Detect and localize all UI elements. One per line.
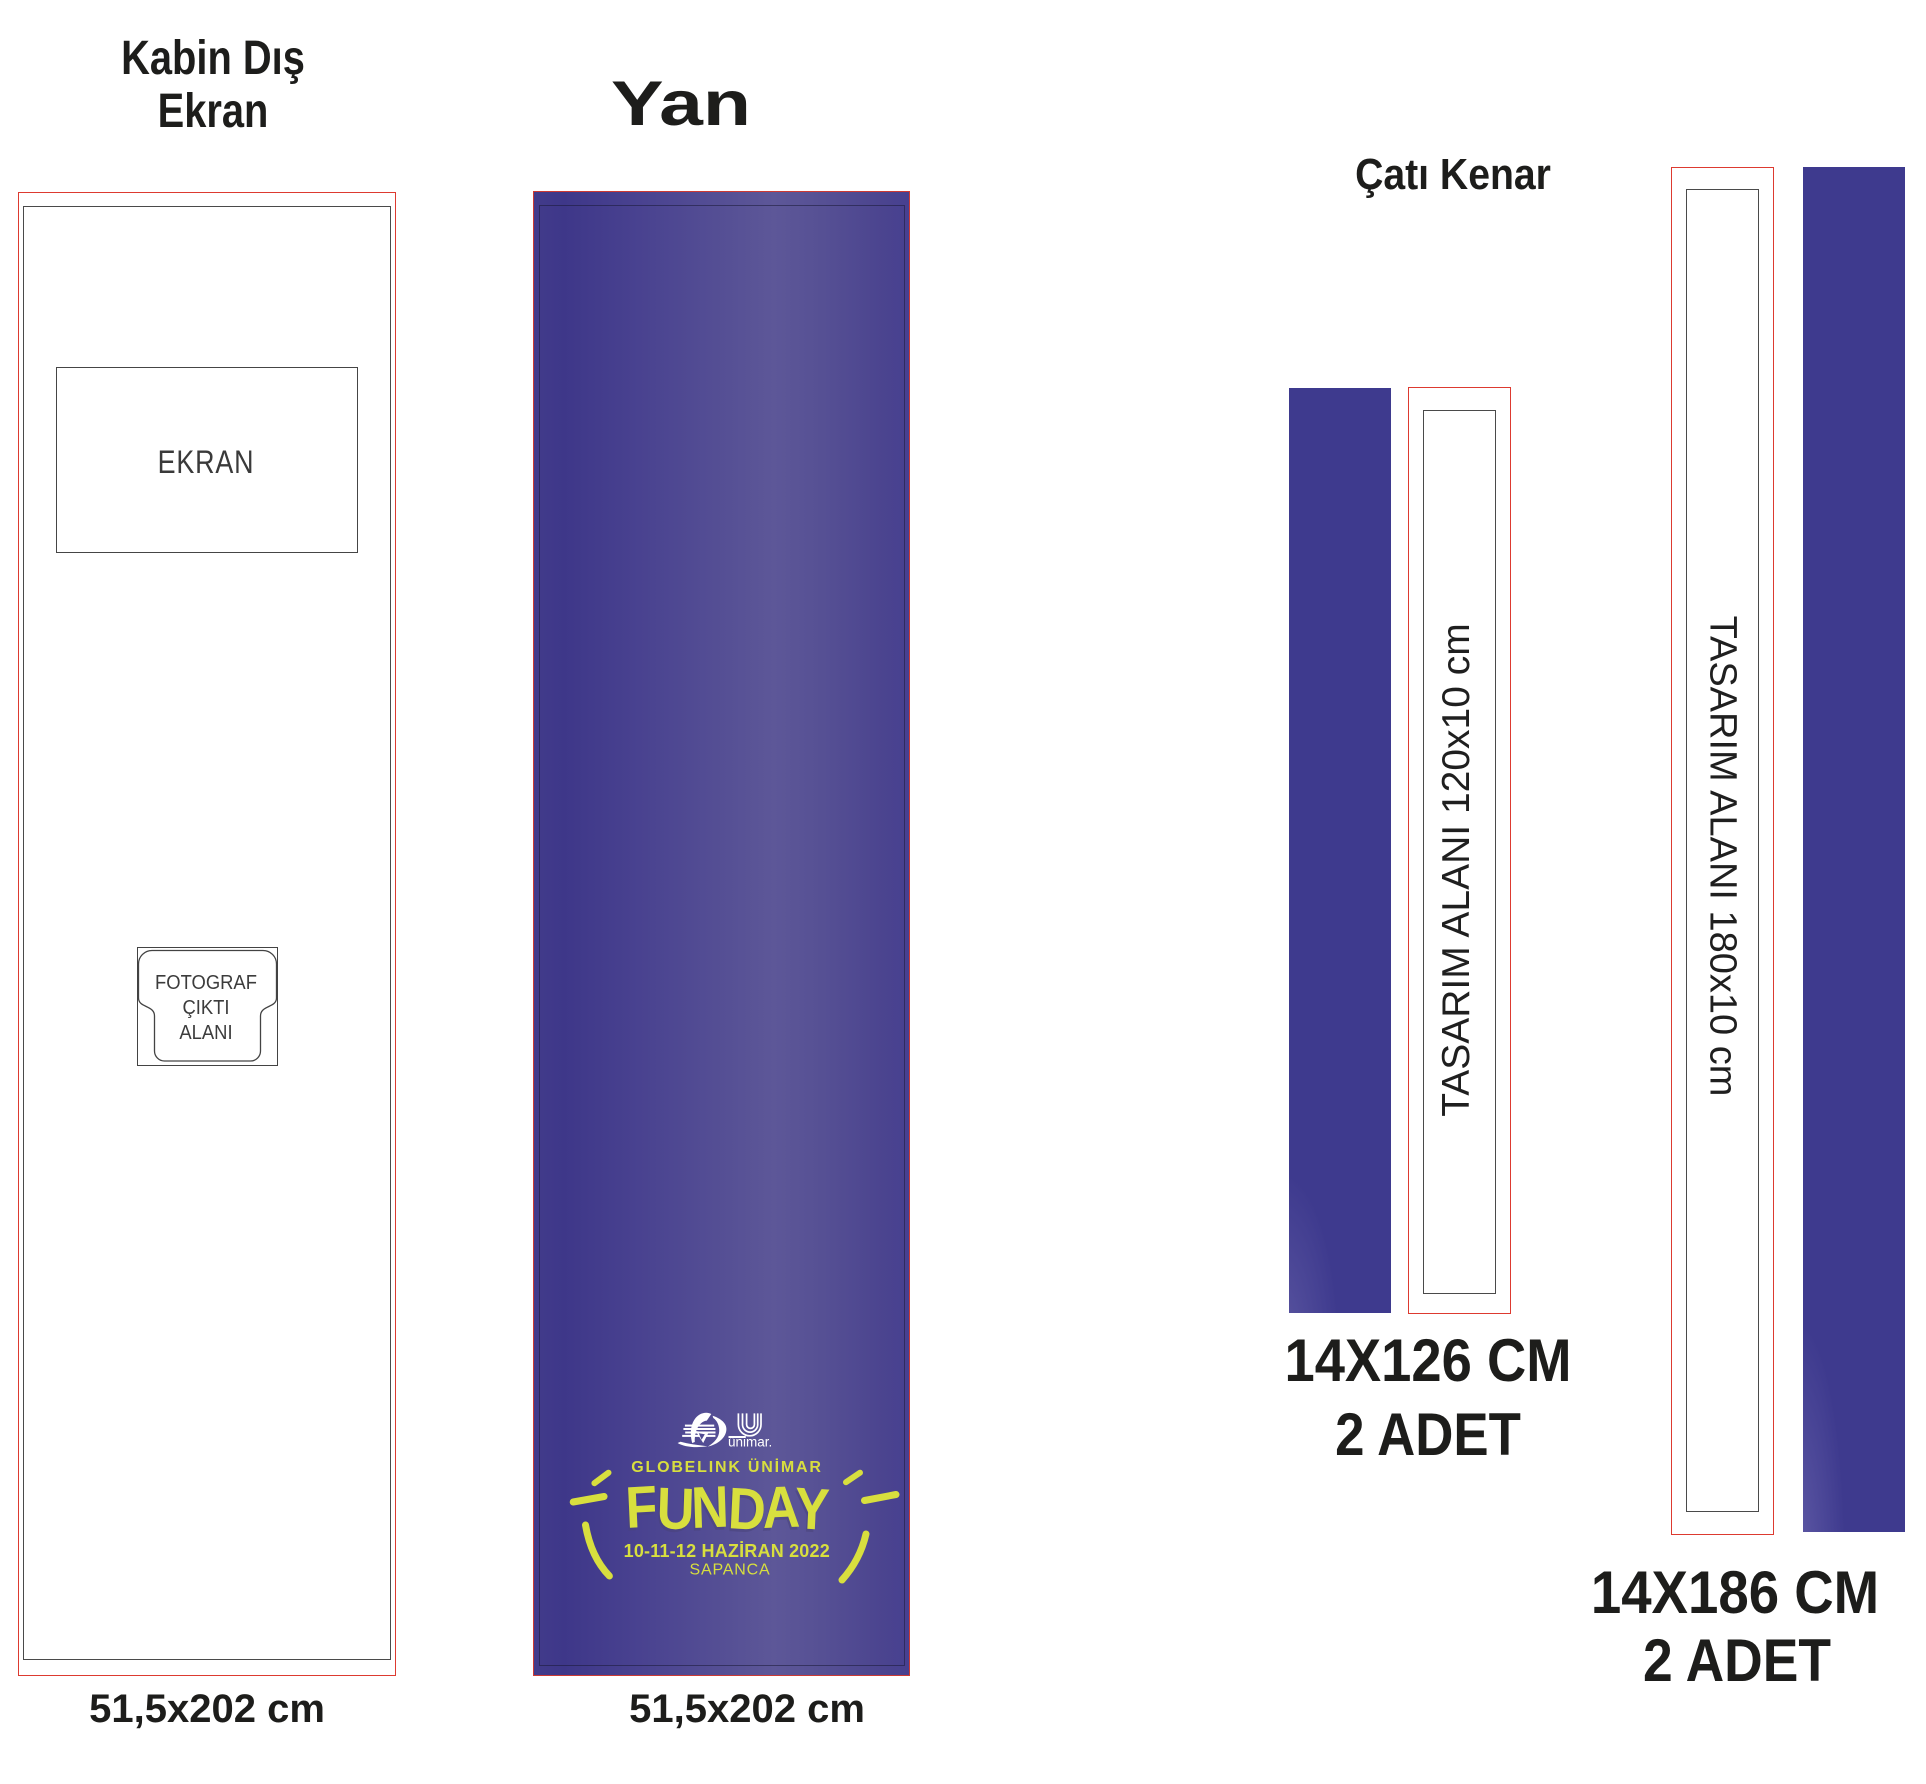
svg-text:GLOBELINK ÜNİMAR: GLOBELINK ÜNİMAR xyxy=(631,1457,822,1476)
svg-text:SAPANCA: SAPANCA xyxy=(690,1561,771,1578)
svg-text:10-11-12 HAZİRAN 2022: 10-11-12 HAZİRAN 2022 xyxy=(624,1541,830,1561)
svg-text:ünimar.: ünimar. xyxy=(728,1435,772,1450)
